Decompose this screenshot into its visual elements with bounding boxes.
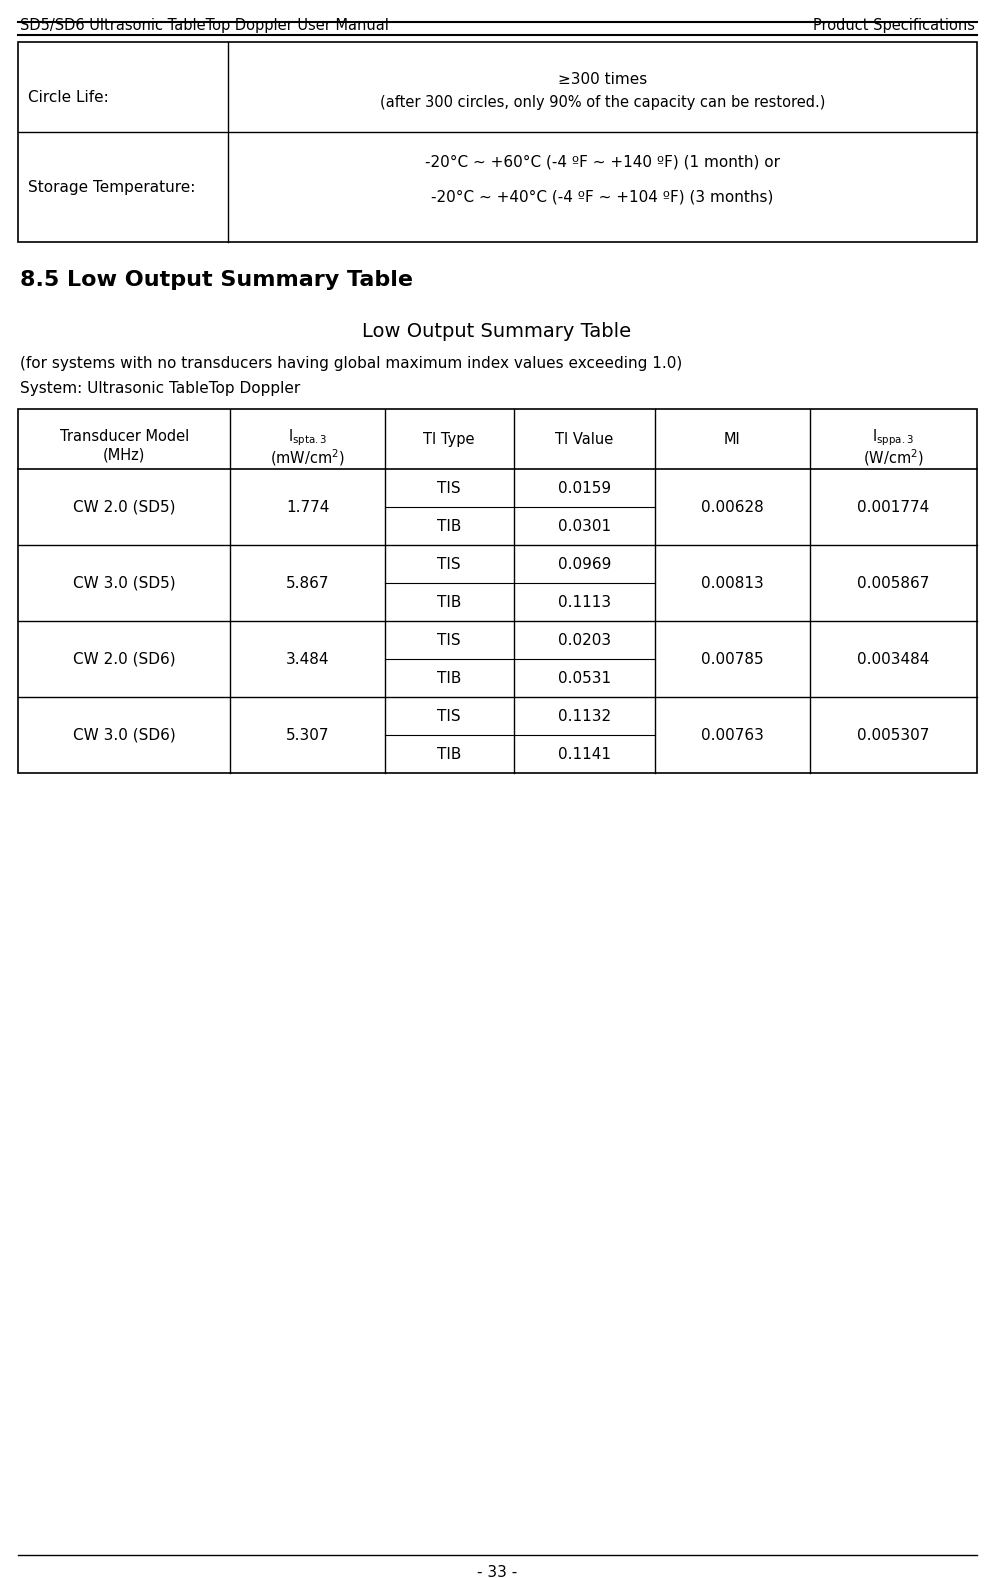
Text: Product Specifications: Product Specifications: [812, 17, 974, 33]
Text: 0.0159: 0.0159: [558, 480, 610, 495]
Text: 0.00785: 0.00785: [701, 652, 763, 666]
Text: TIS: TIS: [437, 633, 460, 647]
Text: TIS: TIS: [437, 709, 460, 723]
Text: 0.005307: 0.005307: [856, 727, 928, 743]
Text: Transducer Model: Transducer Model: [60, 429, 189, 443]
Text: CW 2.0 (SD6): CW 2.0 (SD6): [73, 652, 175, 666]
Text: - 33 -: - 33 -: [476, 1565, 517, 1578]
Text: 0.0203: 0.0203: [558, 633, 610, 647]
Text: 0.1141: 0.1141: [558, 746, 610, 762]
Text: Low Output Summary Table: Low Output Summary Table: [362, 322, 631, 341]
Text: -20°C ~ +60°C (-4 ºF ~ +140 ºF) (1 month) or: -20°C ~ +60°C (-4 ºF ~ +140 ºF) (1 month…: [424, 155, 779, 169]
Text: 8.5 Low Output Summary Table: 8.5 Low Output Summary Table: [20, 270, 413, 290]
Text: 3.484: 3.484: [285, 652, 329, 666]
Text: CW 3.0 (SD6): CW 3.0 (SD6): [73, 727, 175, 743]
Text: 0.00628: 0.00628: [701, 500, 763, 514]
Text: (mW/cm$^{\mathregular{2}}$): (mW/cm$^{\mathregular{2}}$): [269, 447, 345, 467]
Bar: [18, 409, 976, 773]
Text: CW 3.0 (SD5): CW 3.0 (SD5): [73, 576, 175, 590]
Text: 5.307: 5.307: [285, 727, 329, 743]
Text: TIB: TIB: [436, 746, 461, 762]
Text: 0.0969: 0.0969: [558, 557, 610, 571]
Text: Circle Life:: Circle Life:: [28, 90, 108, 104]
Text: TIS: TIS: [437, 480, 460, 495]
Text: 0.003484: 0.003484: [856, 652, 928, 666]
Text: TIS: TIS: [437, 557, 460, 571]
Text: MI: MI: [724, 431, 741, 447]
Text: CW 2.0 (SD5): CW 2.0 (SD5): [73, 500, 175, 514]
Text: 0.1113: 0.1113: [558, 595, 610, 609]
Text: System: Ultrasonic TableTop Doppler: System: Ultrasonic TableTop Doppler: [20, 380, 300, 396]
Text: 0.001774: 0.001774: [857, 500, 928, 514]
Text: (MHz): (MHz): [103, 447, 145, 462]
Text: (W/cm$^{\mathregular{2}}$): (W/cm$^{\mathregular{2}}$): [862, 447, 922, 467]
Text: I$_{\mathregular{spta.3}}$: I$_{\mathregular{spta.3}}$: [287, 428, 327, 448]
Text: 5.867: 5.867: [285, 576, 329, 590]
Text: 0.0531: 0.0531: [558, 671, 610, 685]
Text: -20°C ~ +40°C (-4 ºF ~ +104 ºF) (3 months): -20°C ~ +40°C (-4 ºF ~ +104 ºF) (3 month…: [430, 189, 773, 204]
Text: SD5/SD6 Ultrasonic TableTop Doppler User Manual: SD5/SD6 Ultrasonic TableTop Doppler User…: [20, 17, 389, 33]
Text: TIB: TIB: [436, 671, 461, 685]
Text: 0.005867: 0.005867: [856, 576, 928, 590]
Text: TIB: TIB: [436, 595, 461, 609]
Text: 0.1132: 0.1132: [558, 709, 610, 723]
Text: TI Type: TI Type: [423, 431, 474, 447]
Text: Storage Temperature:: Storage Temperature:: [28, 180, 195, 194]
Text: (after 300 circles, only 90% of the capacity can be restored.): (after 300 circles, only 90% of the capa…: [380, 95, 824, 110]
Text: TIB: TIB: [436, 519, 461, 533]
Text: 0.00813: 0.00813: [701, 576, 763, 590]
Text: 1.774: 1.774: [285, 500, 329, 514]
Text: 0.0301: 0.0301: [558, 519, 610, 533]
Text: 0.00763: 0.00763: [701, 727, 763, 743]
Text: ≥300 times: ≥300 times: [558, 73, 646, 87]
Text: (for systems with no transducers having global maximum index values exceeding 1.: (for systems with no transducers having …: [20, 357, 682, 371]
Text: TI Value: TI Value: [555, 431, 613, 447]
Text: I$_{\mathregular{sppa.3}}$: I$_{\mathregular{sppa.3}}$: [872, 428, 913, 448]
Bar: [18, 43, 976, 241]
